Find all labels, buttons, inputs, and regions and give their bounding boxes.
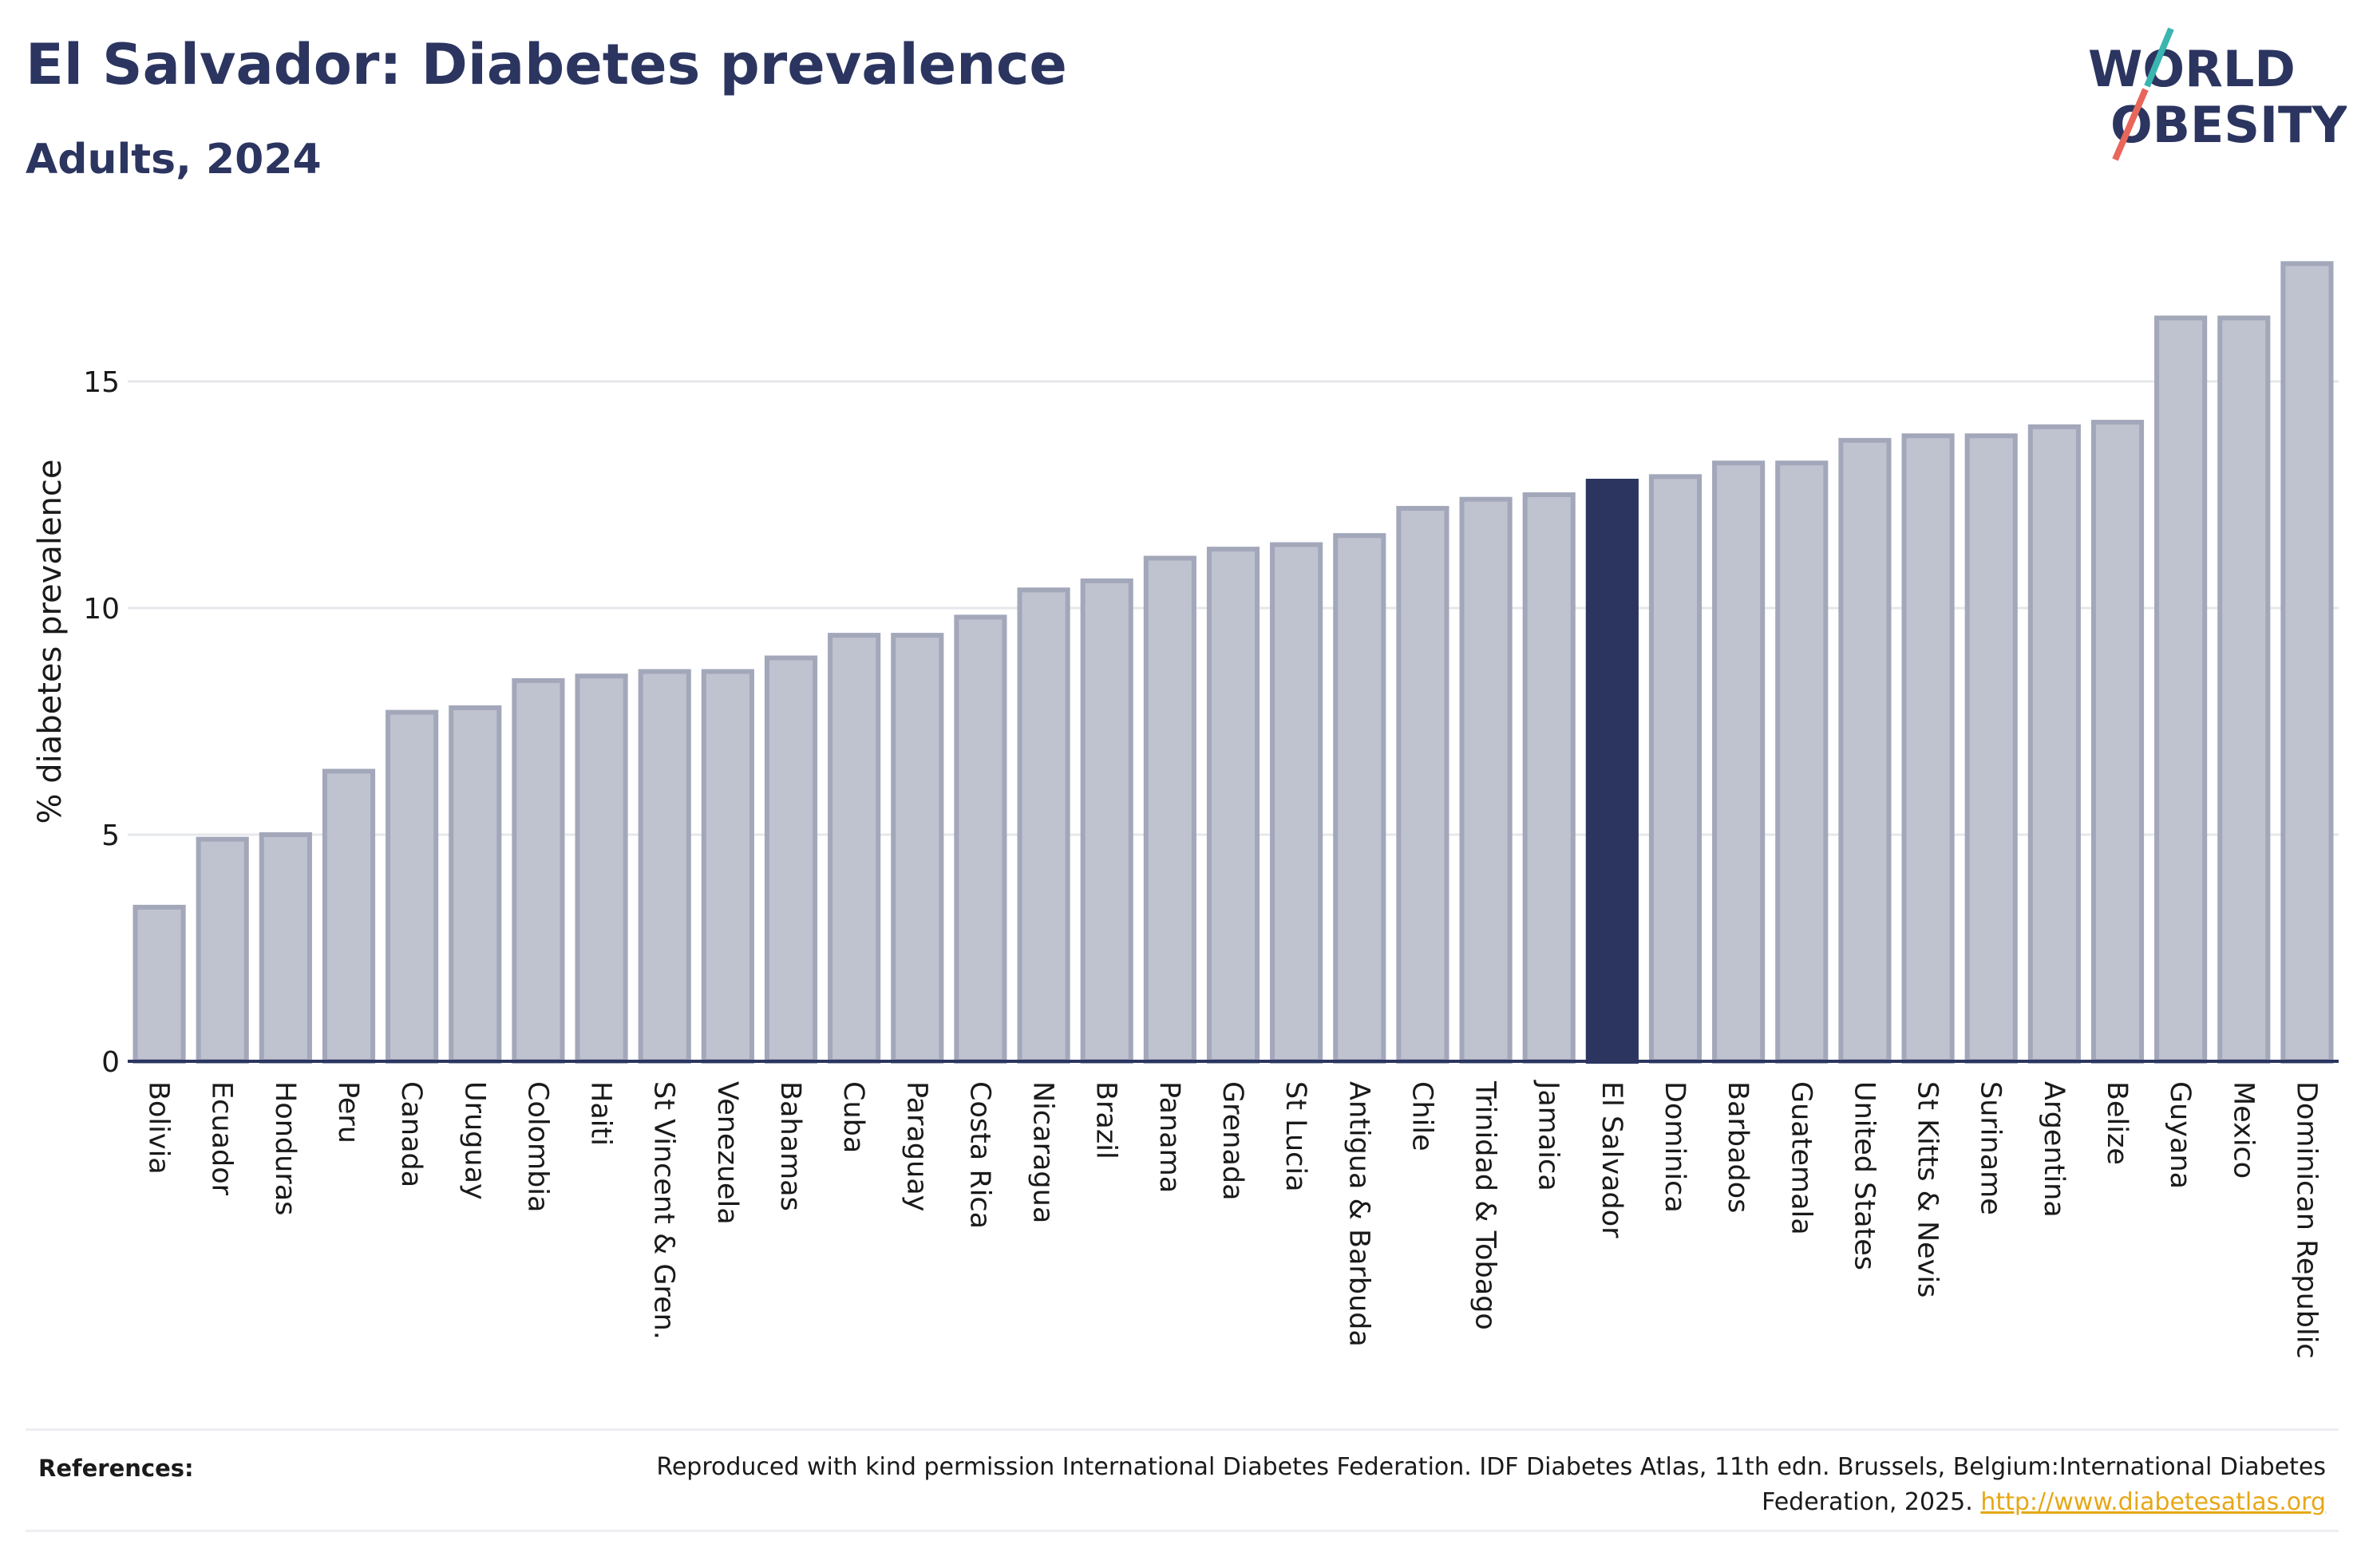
x-tick-label: Ecuador	[206, 1081, 238, 1196]
bar	[1459, 496, 1513, 1064]
bar	[764, 655, 818, 1064]
logo-slash-coral	[2112, 88, 2149, 161]
bar	[1648, 474, 1703, 1064]
bar	[1270, 542, 1323, 1064]
x-tick-label: Argentina	[2038, 1081, 2070, 1218]
x-tick-label: Haiti	[585, 1081, 617, 1146]
bar	[1775, 460, 1829, 1064]
x-tick-label: Brazil	[1090, 1081, 1122, 1159]
bar	[1712, 460, 1766, 1064]
bar	[2154, 315, 2208, 1064]
bar	[1522, 492, 1576, 1064]
bar	[2090, 420, 2145, 1064]
bar	[701, 669, 754, 1064]
bar	[132, 904, 186, 1064]
bar-highlight	[1585, 478, 1639, 1064]
x-tick-label: Belize	[2101, 1081, 2133, 1165]
bar	[322, 768, 376, 1064]
references-text: Reproduced with kind permission Internat…	[602, 1450, 2326, 1520]
bar	[1143, 555, 1196, 1064]
x-tick-label: Grenada	[1216, 1081, 1248, 1201]
diabetes-bar-chart: 0 5 10 15 Bolivia Ecuador Honduras Peru Canada Ur…	[32, 261, 2339, 1359]
bar	[1080, 578, 1133, 1064]
x-tick-label: Paraguay	[900, 1081, 932, 1211]
bar	[638, 669, 691, 1064]
world-obesity-logo: WORLD OBESITY	[2088, 27, 2347, 161]
bar	[1396, 506, 1449, 1064]
x-tick-label: Dominica	[1659, 1081, 1691, 1213]
x-tick-label: Jamaica	[1532, 1080, 1564, 1191]
chart-subtitle: Adults, 2024	[26, 136, 322, 184]
x-tick-label: Uruguay	[458, 1081, 490, 1200]
bar	[1838, 437, 1892, 1064]
x-tick-label: Cuba	[837, 1081, 869, 1153]
y-tick-label: 0	[101, 1046, 120, 1079]
references-label: References:	[38, 1455, 194, 1482]
x-tick-label: Barbados	[1722, 1081, 1754, 1213]
bar	[1017, 587, 1070, 1064]
bar	[449, 705, 502, 1064]
x-tick-label: Canada	[395, 1081, 427, 1187]
bar	[1901, 433, 1955, 1064]
x-tick-label: Trinidad & Tobago	[1469, 1080, 1501, 1330]
y-tick-label: 15	[83, 366, 120, 399]
references-citation: Reproduced with kind permission Internat…	[656, 1453, 2326, 1516]
x-tick-label: Costa Rica	[963, 1081, 995, 1229]
references-link[interactable]: http://www.diabetesatlas.org	[1980, 1488, 2326, 1516]
x-tick-label: Colombia	[521, 1081, 553, 1212]
labels: 0 5 10 15 Bolivia Ecuador Honduras Peru Canada Ur…	[32, 366, 2322, 1359]
x-tick-label: Suriname	[1975, 1081, 2007, 1215]
bar	[954, 614, 1007, 1064]
x-tick-label: Antigua & Barbuda	[1343, 1081, 1374, 1347]
bar	[2280, 261, 2334, 1064]
chart-title: El Salvador: Diabetes prevalence	[26, 32, 1067, 97]
x-tick-label: Mexico	[2227, 1081, 2259, 1179]
x-tick-label: St Vincent & Gren.	[648, 1081, 680, 1340]
logo-slash-teal	[2144, 27, 2174, 88]
x-tick-label: Panama	[1153, 1081, 1185, 1193]
bars	[132, 261, 2334, 1064]
x-tick-label: Dominican Republic	[2290, 1081, 2322, 1359]
y-axis-label: % diabetes prevalence	[32, 459, 69, 823]
x-tick-label: Guatemala	[1785, 1081, 1817, 1235]
bar	[386, 709, 439, 1064]
bar	[1333, 533, 1386, 1064]
bar	[891, 633, 944, 1064]
bar	[2027, 424, 2081, 1064]
x-tick-label: Peru	[332, 1081, 364, 1143]
x-tick-label: United States	[1848, 1081, 1880, 1270]
x-tick-label: Bolivia	[143, 1081, 175, 1175]
bar	[512, 677, 565, 1064]
x-tick-label: El Salvador	[1596, 1081, 1627, 1238]
x-tick-label: Nicaragua	[1027, 1081, 1059, 1223]
x-tick-label: Bahamas	[774, 1081, 806, 1211]
x-tick-label: Honduras	[269, 1081, 301, 1215]
x-tick-label: St Lucia	[1279, 1081, 1311, 1192]
bar	[2217, 315, 2271, 1064]
bar	[196, 836, 249, 1064]
bar	[259, 832, 312, 1064]
logo-word-obesity: OBESITY	[2110, 96, 2347, 154]
y-tick-label: 5	[101, 820, 120, 852]
x-tick-label: Guyana	[2164, 1081, 2196, 1189]
x-tick-label: Chile	[1406, 1081, 1438, 1151]
bar	[1206, 547, 1260, 1064]
logo-word-world: WORLD	[2088, 40, 2296, 98]
bar	[575, 673, 628, 1064]
x-tick-label: St Kitts & Nevis	[1912, 1081, 1944, 1297]
y-tick-label: 10	[83, 593, 120, 626]
references-footer: References: Reproduced with kind permiss…	[26, 1428, 2339, 1532]
x-tick-label: Venezuela	[711, 1081, 743, 1225]
bar	[828, 633, 881, 1064]
bar	[1964, 433, 2018, 1064]
